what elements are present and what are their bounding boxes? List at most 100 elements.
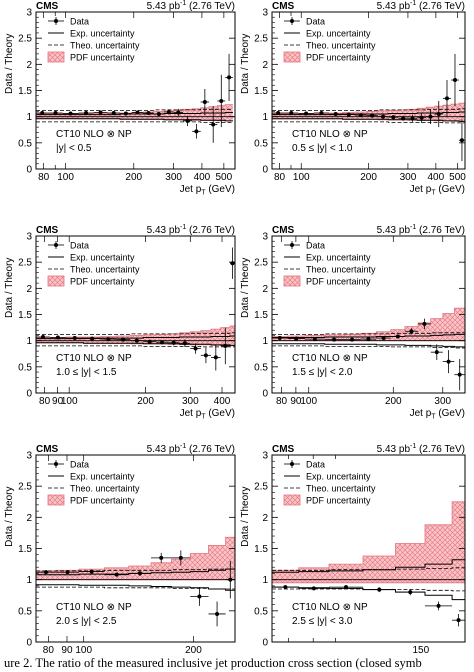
y-tick-label: 2 (262, 513, 268, 524)
legend-pdf-swatch (47, 51, 65, 63)
x-tick-label: 80 (38, 172, 50, 183)
data-marker (391, 115, 396, 120)
data-point (390, 334, 405, 339)
lumi-value: 5.43 pb (147, 225, 181, 236)
data-marker (408, 590, 413, 595)
data-point (171, 550, 191, 566)
exp-uncertainty-upper (272, 559, 465, 573)
data-point (342, 112, 356, 117)
y-tick-label: 3 (262, 451, 268, 462)
pdf-band-bin (143, 334, 157, 344)
data-point (104, 572, 129, 577)
data-marker (176, 110, 181, 115)
data-point (36, 570, 57, 575)
legend: Data Exp. uncertainty Theo. uncertainty PDF… (283, 17, 376, 63)
plot-area (36, 536, 235, 627)
x-tick-label: 200 (385, 396, 402, 407)
pdf-band-upper (36, 104, 233, 114)
pdf-band-bin (272, 113, 285, 119)
legend-label: PDF uncertainty (70, 496, 135, 506)
lumi-exponent: -1 (410, 0, 416, 7)
data-point (363, 587, 396, 593)
data-point (284, 111, 299, 116)
data-marker (135, 110, 140, 115)
lumi-exponent: -1 (410, 224, 416, 231)
x-label-sub: T (201, 414, 206, 421)
x-label-main: Jet p (410, 408, 432, 419)
y-tick-label: 0 (26, 165, 32, 176)
data-marker (114, 572, 119, 577)
data-point (209, 106, 218, 143)
data-marker (55, 335, 60, 340)
y-tick-label: 1 (262, 575, 268, 586)
y-tick-label: 3 (26, 451, 32, 462)
pdf-band-bin (454, 308, 465, 341)
data-marker (319, 111, 324, 116)
data-point (83, 336, 101, 341)
legend-label: Exp. uncertainty (70, 29, 135, 39)
pdf-band-bin (343, 334, 361, 341)
lumi-value: 5.43 pb (147, 444, 181, 455)
luminosity-label: 5.43 pb-1 (2.76 TeV) (377, 443, 465, 455)
data-marker (72, 336, 77, 341)
x-tick-label: 100 (293, 172, 310, 183)
x-tick-label: 300 (400, 172, 417, 183)
x-tick-label: 80 (276, 396, 288, 407)
legend-label: Data (306, 241, 325, 251)
legend-data-marker (290, 243, 294, 247)
luminosity-label: 5.43 pb-1 (2.76 TeV) (377, 224, 465, 236)
lumi-exponent: -1 (180, 443, 186, 450)
legend-label: Exp. uncertainty (70, 253, 135, 263)
data-marker (444, 96, 449, 101)
figure-caption: ure 2. The ratio of the measured inclusi… (4, 656, 422, 670)
experiment-label: CMS (272, 1, 295, 12)
data-point (458, 119, 465, 162)
data-marker (182, 341, 187, 346)
plot-area (272, 307, 465, 391)
pdf-band-upper (272, 307, 465, 337)
data-point (211, 344, 221, 371)
legend-pdf-swatch (47, 494, 65, 506)
legend-label: PDF uncertainty (70, 53, 135, 63)
data-marker (422, 321, 427, 326)
data-marker (428, 114, 433, 119)
data-marker (53, 111, 58, 116)
data-marker (332, 337, 337, 342)
data-marker (289, 111, 294, 116)
legend-label: Theo. uncertainty (306, 265, 376, 275)
experiment-label: CMS (36, 444, 59, 455)
theo-uncertainty-lower (272, 588, 465, 592)
data-point (434, 100, 443, 128)
theory-label: CT10 NLO ⊗ NP (292, 602, 368, 613)
x-tick-label: 100 (61, 396, 78, 407)
pdf-band-bin (36, 337, 50, 343)
data-point (298, 586, 330, 591)
pdf-band-bin (298, 113, 314, 119)
data-point (442, 350, 455, 374)
y-tick-label: 0 (26, 638, 32, 649)
data-marker (377, 587, 382, 592)
pdf-band-upper (272, 501, 465, 571)
y-tick-label: 0 (26, 389, 32, 400)
pdf-band-bin (225, 537, 235, 580)
legend-label: Theo. uncertainty (70, 41, 140, 51)
pdf-band-bin (190, 331, 201, 345)
data-point (298, 111, 314, 116)
data-point (143, 339, 157, 344)
data-point (62, 111, 79, 116)
data-marker (283, 585, 288, 590)
data-marker (344, 585, 349, 590)
y-tick-label: 2.5 (18, 258, 32, 269)
pdf-band-bin (200, 330, 212, 345)
theory-label: CT10 NLO ⊗ NP (292, 129, 368, 140)
legend-pdf-swatch (283, 494, 301, 506)
pdf-band-bin (93, 113, 108, 119)
data-point (272, 336, 288, 341)
pdf-band-bin (163, 110, 174, 120)
rapidity-bin-label: 2.5 ≤ |y| < 3.0 (292, 616, 353, 627)
data-point (78, 569, 105, 574)
pdf-band-bin (78, 113, 94, 119)
x-tick-label: 80 (39, 396, 51, 407)
